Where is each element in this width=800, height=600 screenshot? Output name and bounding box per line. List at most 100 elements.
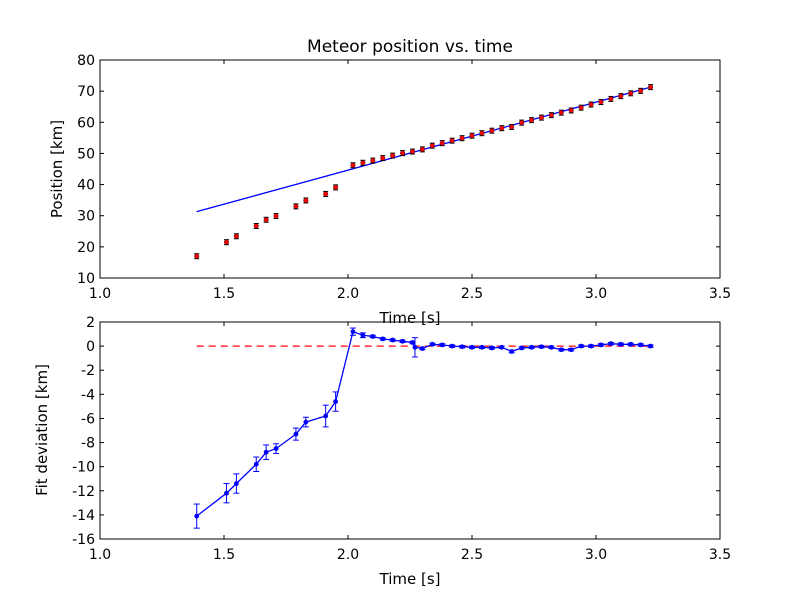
deviation-point (253, 461, 259, 467)
position-point (293, 203, 299, 209)
deviation-point (469, 344, 475, 350)
position-plot: Meteor position vs. time Time [s] Positi… (48, 37, 731, 327)
deviation-plot: Time [s] Fit deviation [km] 1.0 1.5 2.0 2.5… (33, 315, 731, 588)
position-point (273, 213, 279, 219)
position-plot-marks: 1.0 1.5 2.0 2.5 3.0 3.5 10 20 30 40 50 60 70 80 (77, 53, 731, 302)
position-point (638, 88, 644, 94)
position-point (429, 143, 435, 149)
position-point (618, 93, 624, 99)
deviation-plot-ytick-label: -12 (72, 484, 95, 500)
position-plot-xtick-label: 3.5 (709, 286, 731, 302)
position-point (400, 150, 406, 156)
deviation-point (578, 343, 584, 349)
position-point (439, 140, 445, 146)
position-point (489, 128, 495, 134)
position-plot-ytick-label: 20 (77, 240, 95, 256)
deviation-point (323, 413, 329, 419)
deviation-plot-xtick-label: 1.5 (213, 547, 235, 563)
deviation-point (588, 343, 594, 349)
position-point (323, 191, 329, 197)
position-point (598, 99, 604, 105)
position-point (578, 105, 584, 111)
position-point (479, 130, 485, 136)
position-plot-xtick-label: 2.5 (461, 286, 483, 302)
position-point (538, 115, 544, 121)
deviation-point (273, 446, 279, 451)
deviation-point (489, 345, 495, 351)
deviation-point (449, 343, 455, 349)
position-point (608, 96, 614, 102)
position-plot-ytick-label: 80 (77, 53, 95, 69)
position-point (390, 153, 396, 159)
deviation-plot-ytick-label: -2 (81, 363, 95, 379)
deviation-point (390, 337, 396, 343)
deviation-point (439, 342, 445, 348)
position-plot-ytick-label: 30 (77, 209, 95, 225)
position-point (350, 162, 356, 168)
position-point (380, 155, 386, 161)
deviation-point (539, 344, 544, 350)
position-plot-xtick-label: 2.0 (337, 286, 359, 302)
position-plot-ytick-label: 60 (77, 115, 95, 131)
deviation-point (400, 338, 405, 344)
position-point (648, 84, 654, 90)
position-point (419, 146, 425, 152)
position-point (499, 125, 505, 131)
position-plot-ytick-label: 10 (77, 271, 95, 287)
position-point (253, 223, 259, 229)
deviation-point (263, 449, 269, 455)
position-point (303, 197, 309, 203)
deviation-point (412, 344, 418, 350)
position-plot-frame (99, 59, 721, 279)
position-point (409, 149, 415, 155)
deviation-point (628, 341, 634, 347)
deviation-plot-xtick-label: 3.5 (709, 547, 731, 563)
deviation-point (558, 347, 564, 353)
deviation-plot-xtick-label: 2.0 (337, 547, 359, 563)
deviation-point (333, 399, 338, 404)
deviation-plot-ytick-label: -4 (81, 387, 95, 403)
deviation-point (370, 334, 376, 339)
position-point (333, 184, 339, 190)
position-point (509, 124, 515, 130)
deviation-plot-ytick-label: -8 (81, 436, 95, 452)
deviation-point (429, 341, 435, 347)
deviation-point (608, 341, 614, 347)
deviation-plot-ytick-label: -6 (81, 411, 95, 427)
position-point (459, 135, 465, 141)
deviation-point (638, 342, 644, 348)
position-plot-ytick-label: 70 (77, 84, 95, 100)
deviation-point (350, 329, 356, 335)
position-plot-xtick-label: 1.5 (213, 286, 235, 302)
position-point (568, 107, 574, 113)
position-point (548, 112, 554, 118)
deviation-plot-xlabel: Time [s] (379, 570, 441, 588)
position-point (469, 133, 475, 139)
deviation-point (360, 332, 366, 338)
position-point (558, 110, 564, 116)
position-plot-xlabel: Time [s] (379, 309, 441, 327)
deviation-plot-ytick-label: -16 (72, 532, 95, 548)
position-point (449, 138, 455, 144)
position-point (519, 120, 525, 126)
position-plot-xtick-label: 3.0 (585, 286, 607, 302)
position-plot-ytick-label: 40 (77, 178, 95, 194)
deviation-point (648, 343, 653, 349)
deviation-point (529, 344, 534, 350)
position-plot-ylabel: Position [km] (48, 120, 66, 218)
position-point (223, 239, 229, 245)
position-plot-title: Meteor position vs. time (307, 37, 513, 57)
deviation-point (459, 344, 465, 350)
position-point (263, 217, 269, 223)
deviation-point (410, 340, 415, 345)
deviation-point (420, 346, 425, 351)
deviation-point (499, 344, 505, 350)
deviation-plot-ytick-label: -10 (72, 460, 95, 476)
deviation-plot-ylabel: Fit deviation [km] (33, 364, 51, 496)
position-point (194, 253, 200, 259)
deviation-plot-frame (99, 321, 721, 540)
deviation-point (618, 341, 624, 347)
deviation-point (519, 345, 524, 351)
